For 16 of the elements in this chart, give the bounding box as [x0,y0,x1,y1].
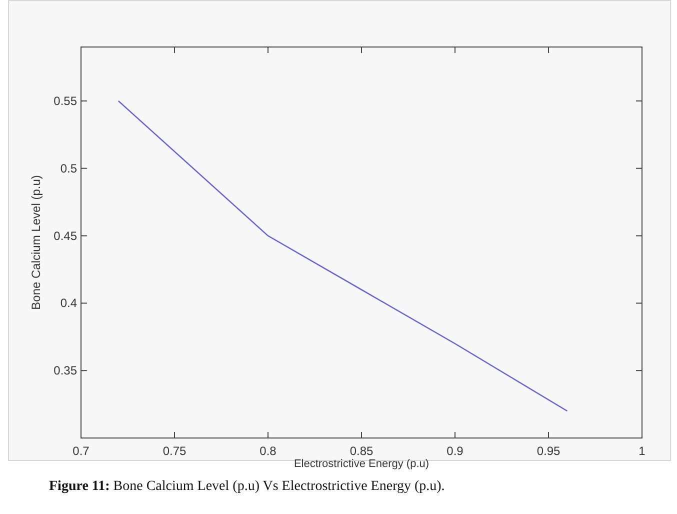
caption: Figure 11: Bone Calcium Level (p.u) Vs Electrostrictive Energy (p.u). [49,479,445,494]
x-tick-label: 0.7 [72,444,90,458]
x-tick-label: 0.85 [350,444,374,458]
y-tick-label: 0.45 [54,228,78,243]
x-tick-label: 1 [638,444,646,458]
x-tick-label: 0.8 [260,444,277,458]
y-tick-label: 0.35 [54,364,78,378]
x-tick-label: 0.9 [446,444,464,458]
y-tick-label: 0.5 [60,161,78,176]
x-tick-label: 0.95 [536,444,560,458]
y-tick-label: 0.4 [60,296,78,310]
x-axis-title: Electrostrictive Energy (p.u) [294,458,430,470]
y-axis-title: Bone Calcium Level (p.u) [29,175,43,310]
x-tick-label: 0.75 [162,444,186,458]
line-series [118,100,568,412]
y-tick-label: 0.55 [54,94,78,108]
